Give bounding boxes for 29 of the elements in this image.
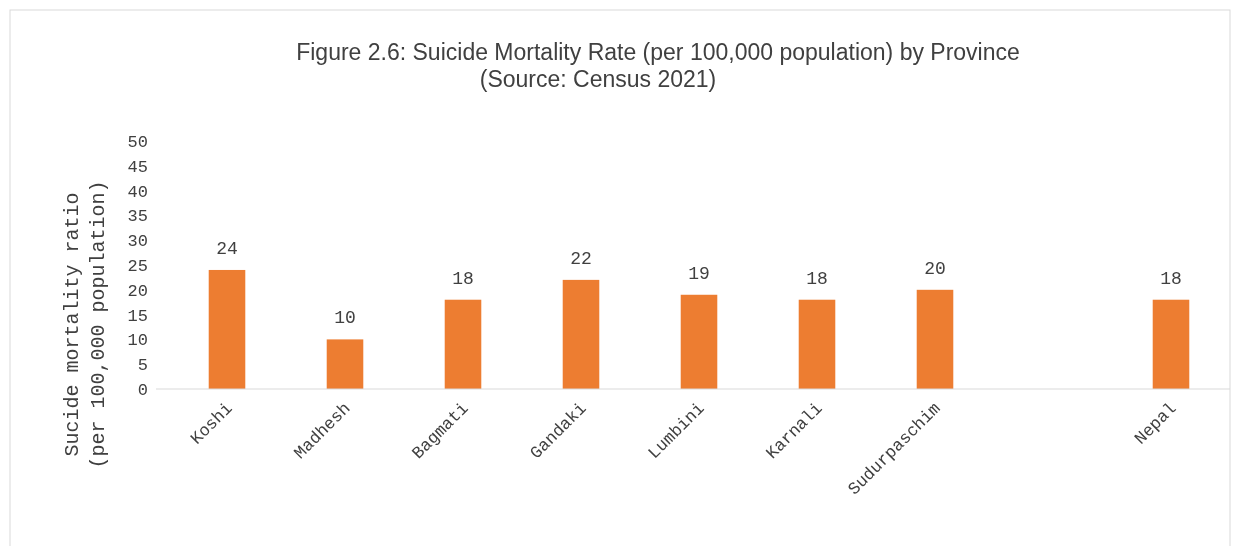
y-tick-label: 5 [137,356,148,376]
bar [444,299,482,389]
y-tick-label: 40 [127,182,148,202]
chart-title: Figure 2.6: Suicide Mortality Rate (per 100,000 population) by Province (Source: Census 2021) [296,39,1020,92]
y-tick-label: 35 [127,207,148,227]
y-tick-label: 20 [127,281,148,301]
bar [1152,299,1190,389]
bar [916,289,954,389]
bar [208,269,246,389]
y-tick-label: 10 [127,331,148,351]
y-tick-label: 50 [127,132,148,152]
bar [562,279,600,389]
bar [680,294,718,389]
y-tick-label: 25 [127,256,148,276]
y-axis-title: Sucide mortality ratio (per 100,000 population) [61,180,110,469]
y-tick-label: 0 [137,380,148,400]
data-label: 19 [688,263,710,284]
y-tick-label: 45 [127,157,148,177]
bar [326,339,364,389]
y-tick-label: 30 [127,232,148,252]
data-label: 10 [334,308,356,329]
data-label: 18 [806,268,828,289]
bar [798,299,836,389]
data-label: 18 [452,268,474,289]
data-label: 24 [216,238,238,259]
data-label: 20 [924,258,946,279]
data-label: 22 [570,248,592,269]
data-label: 18 [1160,268,1182,289]
y-tick-label: 15 [127,306,148,326]
